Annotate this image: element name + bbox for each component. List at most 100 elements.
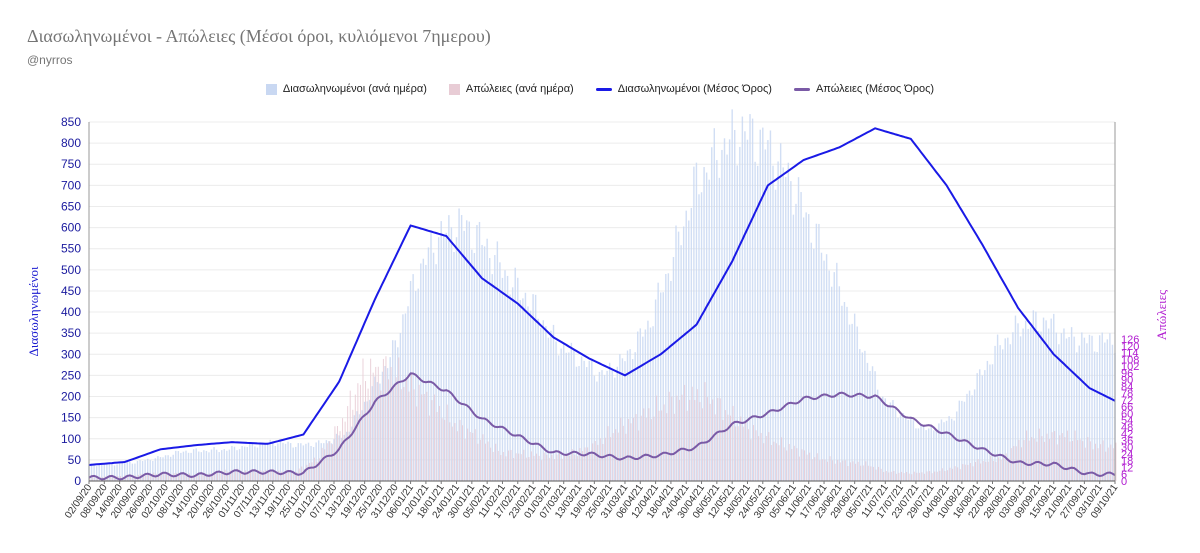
bar-deaths-daily[interactable] bbox=[901, 471, 902, 481]
bar-intubated-daily[interactable] bbox=[810, 242, 812, 481]
bar-intubated-daily[interactable] bbox=[723, 138, 726, 482]
bar-deaths-daily[interactable] bbox=[456, 431, 458, 481]
bar-intubated-daily[interactable] bbox=[979, 369, 981, 481]
bar-intubated-daily[interactable] bbox=[716, 160, 718, 481]
bar-intubated-daily[interactable] bbox=[417, 288, 419, 481]
bar-intubated-daily[interactable] bbox=[356, 411, 358, 481]
bar-deaths-daily[interactable] bbox=[673, 413, 675, 481]
bar-deaths-daily[interactable] bbox=[181, 474, 183, 481]
bar-deaths-daily[interactable] bbox=[714, 414, 716, 481]
bar-deaths-daily[interactable] bbox=[638, 430, 640, 481]
bar-intubated-daily[interactable] bbox=[1027, 328, 1029, 481]
bar-deaths-daily[interactable] bbox=[462, 425, 464, 481]
bar-deaths-daily[interactable] bbox=[1087, 437, 1089, 481]
bar-deaths-daily[interactable] bbox=[367, 388, 369, 481]
bar-intubated-daily[interactable] bbox=[427, 247, 430, 481]
bar-deaths-daily[interactable] bbox=[329, 441, 331, 481]
bar-intubated-daily[interactable] bbox=[736, 165, 738, 482]
bar-deaths-daily[interactable] bbox=[1084, 447, 1086, 481]
bar-deaths-daily[interactable] bbox=[405, 380, 407, 481]
bar-deaths-daily[interactable] bbox=[964, 464, 966, 481]
bar-deaths-daily[interactable] bbox=[977, 459, 979, 481]
bar-deaths-daily[interactable] bbox=[94, 478, 96, 481]
bar-intubated-daily[interactable] bbox=[647, 320, 649, 481]
bar-deaths-daily[interactable] bbox=[479, 439, 481, 481]
bar-intubated-daily[interactable] bbox=[305, 443, 307, 481]
bar-intubated-daily[interactable] bbox=[665, 273, 667, 481]
bar-intubated-daily[interactable] bbox=[264, 444, 266, 481]
bar-deaths-daily[interactable] bbox=[604, 437, 606, 481]
bar-deaths-daily[interactable] bbox=[597, 444, 599, 481]
bar-intubated-daily[interactable] bbox=[703, 167, 705, 481]
bar-deaths-daily[interactable] bbox=[291, 472, 293, 481]
bar-deaths-daily[interactable] bbox=[97, 477, 99, 481]
bar-deaths-daily[interactable] bbox=[145, 474, 147, 481]
bar-intubated-daily[interactable] bbox=[547, 337, 550, 481]
bar-deaths-daily[interactable] bbox=[344, 421, 346, 481]
bar-deaths-daily[interactable] bbox=[377, 366, 379, 481]
bar-intubated-daily[interactable] bbox=[1076, 352, 1078, 481]
bar-intubated-daily[interactable] bbox=[289, 443, 292, 481]
bar-intubated-daily[interactable] bbox=[274, 445, 277, 481]
bar-intubated-daily[interactable] bbox=[741, 116, 744, 481]
bar-deaths-daily[interactable] bbox=[758, 436, 760, 481]
bar-deaths-daily[interactable] bbox=[1082, 441, 1084, 481]
bar-intubated-daily[interactable] bbox=[859, 349, 861, 481]
bar-deaths-daily[interactable] bbox=[1046, 433, 1048, 481]
bar-deaths-daily[interactable] bbox=[923, 473, 925, 481]
bar-intubated-daily[interactable] bbox=[593, 375, 596, 481]
bar-deaths-daily[interactable] bbox=[311, 462, 313, 481]
bar-deaths-daily[interactable] bbox=[804, 450, 806, 481]
bar-intubated-daily[interactable] bbox=[499, 262, 501, 481]
bar-deaths-daily[interactable] bbox=[439, 405, 441, 481]
bar-deaths-daily[interactable] bbox=[821, 459, 823, 481]
bar-deaths-daily[interactable] bbox=[1100, 444, 1102, 481]
bar-intubated-daily[interactable] bbox=[310, 445, 312, 481]
bar-intubated-daily[interactable] bbox=[986, 360, 989, 481]
bar-intubated-daily[interactable] bbox=[726, 154, 728, 481]
bar-deaths-daily[interactable] bbox=[232, 471, 234, 481]
bar-intubated-daily[interactable] bbox=[249, 443, 251, 481]
bar-deaths-daily[interactable] bbox=[852, 461, 854, 481]
bar-deaths-daily[interactable] bbox=[875, 469, 877, 481]
bar-deaths-daily[interactable] bbox=[222, 471, 224, 481]
bar-deaths-daily[interactable] bbox=[324, 449, 326, 481]
bar-intubated-daily[interactable] bbox=[1106, 339, 1109, 481]
bar-intubated-daily[interactable] bbox=[335, 433, 338, 481]
bar-deaths-daily[interactable] bbox=[839, 462, 841, 481]
bar-deaths-daily[interactable] bbox=[694, 400, 696, 481]
bar-intubated-daily[interactable] bbox=[764, 149, 767, 482]
bar-intubated-daily[interactable] bbox=[369, 399, 371, 481]
bar-intubated-daily[interactable] bbox=[739, 146, 741, 481]
bar-intubated-daily[interactable] bbox=[575, 366, 578, 481]
bar-deaths-daily[interactable] bbox=[194, 475, 196, 481]
bar-intubated-daily[interactable] bbox=[950, 418, 953, 481]
bar-deaths-daily[interactable] bbox=[1115, 442, 1117, 481]
bar-intubated-daily[interactable] bbox=[463, 230, 465, 481]
bar-intubated-daily[interactable] bbox=[157, 456, 159, 481]
bar-intubated-daily[interactable] bbox=[131, 463, 134, 481]
bar-intubated-daily[interactable] bbox=[787, 162, 790, 481]
bar-intubated-daily[interactable] bbox=[256, 447, 259, 481]
bar-deaths-daily[interactable] bbox=[801, 449, 803, 481]
bar-intubated-daily[interactable] bbox=[409, 280, 412, 481]
bar-deaths-daily[interactable] bbox=[331, 444, 333, 481]
bar-deaths-daily[interactable] bbox=[268, 472, 270, 481]
bar-deaths-daily[interactable] bbox=[760, 432, 762, 481]
bar-intubated-daily[interactable] bbox=[1098, 335, 1101, 481]
bar-intubated-daily[interactable] bbox=[177, 451, 180, 481]
bar-deaths-daily[interactable] bbox=[474, 429, 476, 481]
bar-intubated-daily[interactable] bbox=[1030, 327, 1032, 481]
bar-deaths-daily[interactable] bbox=[245, 470, 247, 481]
bar-deaths-daily[interactable] bbox=[712, 399, 714, 481]
bar-intubated-daily[interactable] bbox=[420, 263, 422, 481]
bar-intubated-daily[interactable] bbox=[631, 359, 634, 481]
bar-intubated-daily[interactable] bbox=[466, 220, 468, 481]
bar-intubated-daily[interactable] bbox=[591, 360, 593, 481]
bar-intubated-daily[interactable] bbox=[828, 270, 830, 481]
bar-deaths-daily[interactable] bbox=[500, 455, 502, 481]
bar-intubated-daily[interactable] bbox=[1083, 337, 1086, 481]
bar-deaths-daily[interactable] bbox=[347, 406, 349, 481]
bar-deaths-daily[interactable] bbox=[633, 417, 635, 481]
bar-intubated-daily[interactable] bbox=[340, 437, 343, 481]
